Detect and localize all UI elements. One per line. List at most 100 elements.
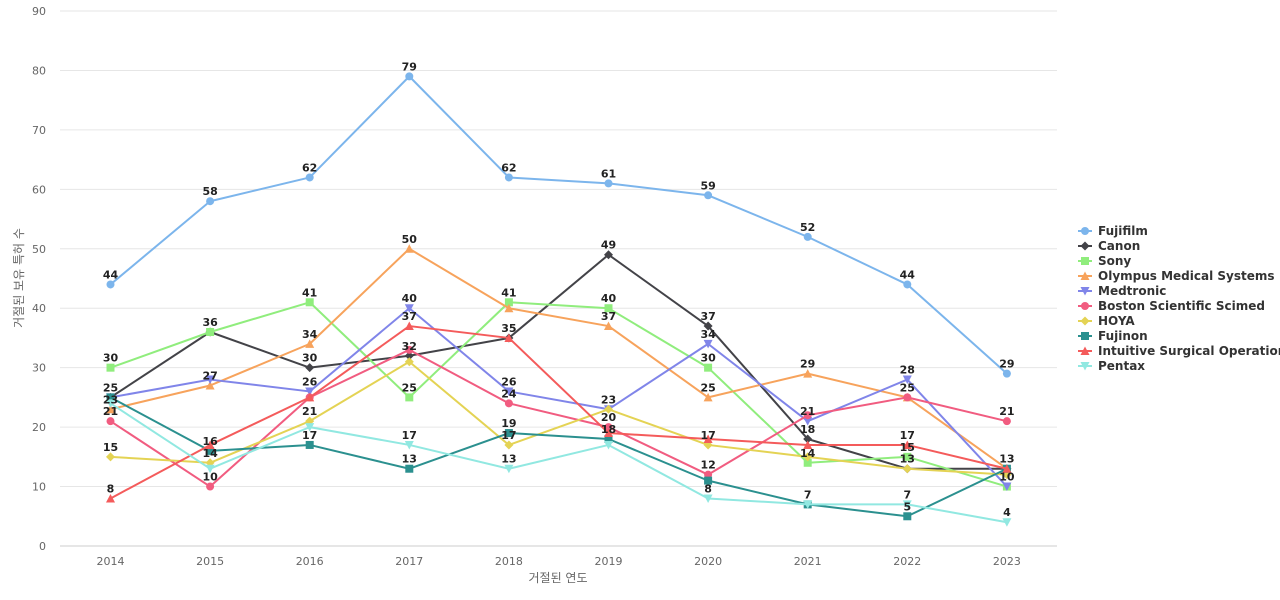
data-point <box>206 328 215 336</box>
legend-item[interactable]: Intuitive Surgical Operations <box>1078 344 1280 358</box>
legend-item[interactable]: Boston Scientific Scimed <box>1078 299 1265 313</box>
legend-item[interactable]: Olympus Medical Systems <box>1078 269 1275 283</box>
data-label: 10 <box>202 471 218 484</box>
data-point <box>704 191 713 200</box>
data-point <box>703 339 713 349</box>
legend-item[interactable]: Pentax <box>1078 359 1145 373</box>
data-label: 37 <box>700 310 715 323</box>
data-label: 32 <box>402 340 417 353</box>
data-point <box>206 482 215 491</box>
data-point <box>404 440 414 450</box>
data-point <box>704 363 713 372</box>
data-point <box>504 303 514 313</box>
series-sony <box>106 298 1011 491</box>
data-label: 26 <box>501 375 517 388</box>
x-axis-ticks: 2014 2015 2016 2017 2018 2019 2020 2021 2022 2023 <box>97 555 1021 568</box>
legend-label: Fujifilm <box>1098 224 1148 238</box>
series-canon <box>106 250 1012 474</box>
data-label: 30 <box>103 352 119 365</box>
data-point <box>703 392 713 402</box>
data-point <box>1002 417 1011 426</box>
data-point <box>902 464 912 474</box>
data-point <box>106 363 115 372</box>
legend-marker <box>1081 332 1089 340</box>
data-point <box>405 464 414 473</box>
legend-label: Olympus Medical Systems <box>1098 269 1275 283</box>
data-label: 15 <box>900 441 915 454</box>
data-point <box>1002 482 1012 492</box>
data-label: 21 <box>103 405 118 418</box>
legend-item[interactable]: Sony <box>1078 254 1131 268</box>
data-label: 41 <box>501 286 516 299</box>
data-point <box>704 476 713 485</box>
data-point <box>803 452 813 462</box>
legend-marker <box>1081 302 1089 310</box>
data-point <box>803 417 813 426</box>
data-point <box>504 173 513 182</box>
y-tick-label: 60 <box>32 183 46 196</box>
data-label: 8 <box>107 482 115 495</box>
data-point <box>803 411 812 420</box>
legend-item[interactable]: Medtronic <box>1078 284 1166 298</box>
legend-item[interactable]: Canon <box>1078 239 1140 253</box>
data-label: 37 <box>601 310 616 323</box>
data-label: 30 <box>302 352 318 365</box>
data-point <box>106 417 115 426</box>
data-point <box>902 500 912 509</box>
series-medtronic <box>106 304 1012 492</box>
data-label: 35 <box>501 322 516 335</box>
data-label: 16 <box>202 435 218 448</box>
data-point <box>803 440 813 449</box>
legend-label: Canon <box>1098 239 1140 253</box>
data-label: 25 <box>900 381 915 394</box>
data-label: 44 <box>103 268 119 281</box>
data-label: 21 <box>800 405 815 418</box>
data-label: 13 <box>900 453 915 466</box>
data-label: 25 <box>402 381 417 394</box>
legend-marker <box>1081 257 1089 265</box>
data-point <box>305 173 314 182</box>
legend-item[interactable]: HOYA <box>1078 314 1135 328</box>
data-label: 62 <box>302 161 317 174</box>
data-label: 10 <box>999 471 1015 484</box>
data-point <box>305 387 315 396</box>
legend-label: Boston Scientific Scimed <box>1098 299 1265 313</box>
data-point <box>404 244 414 253</box>
data-label: 50 <box>402 233 418 246</box>
data-point <box>405 393 414 402</box>
data-point <box>305 339 315 348</box>
legend-item[interactable]: Fujinon <box>1078 329 1148 343</box>
data-point <box>803 500 813 509</box>
data-point <box>305 363 315 373</box>
data-point <box>504 464 514 474</box>
data-label: 5 <box>903 500 911 513</box>
data-point <box>903 280 912 289</box>
data-point <box>504 429 513 438</box>
series-line <box>109 75 1008 375</box>
data-label: 26 <box>302 375 318 388</box>
legend-item[interactable]: Fujifilm <box>1078 224 1148 238</box>
data-point <box>604 304 613 313</box>
data-label: 20 <box>601 411 617 424</box>
data-point <box>803 434 813 444</box>
data-label: 23 <box>103 393 118 406</box>
legend-marker <box>1080 287 1090 296</box>
data-label: 4 <box>1003 506 1011 519</box>
x-tick-label: 2017 <box>395 555 423 568</box>
series-line <box>110 307 1008 488</box>
data-point <box>404 304 414 313</box>
data-point <box>903 393 912 402</box>
data-point <box>604 428 613 438</box>
y-tick-label: 90 <box>32 5 46 18</box>
legend-marker <box>1080 241 1090 251</box>
data-point <box>205 381 215 390</box>
data-label: 34 <box>302 328 318 341</box>
data-label: 49 <box>601 239 616 252</box>
data-point <box>106 404 115 414</box>
data-point <box>404 351 414 361</box>
legend-label: Fujinon <box>1098 329 1148 343</box>
data-point <box>604 440 613 450</box>
data-label: 62 <box>501 161 516 174</box>
data-point <box>1002 369 1011 378</box>
